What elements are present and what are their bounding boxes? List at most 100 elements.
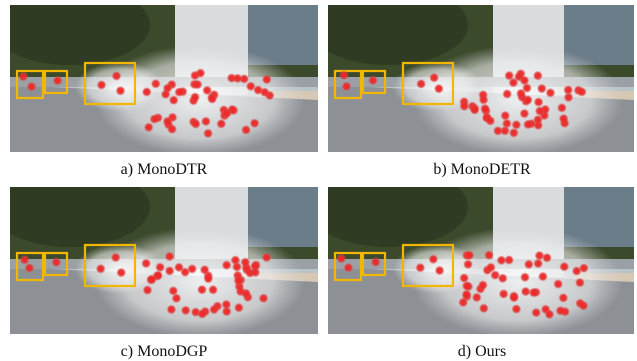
- dot: [371, 257, 381, 267]
- dot: [234, 303, 244, 313]
- dot: [165, 251, 175, 261]
- dot: [472, 292, 482, 302]
- dot: [174, 262, 184, 272]
- caption: b) MonoDETR: [328, 161, 636, 179]
- panel: b) MonoDETR: [328, 5, 636, 179]
- dot: [511, 304, 521, 314]
- dot: [111, 71, 121, 81]
- dot: [142, 87, 152, 97]
- dot: [197, 285, 207, 295]
- dot: [545, 88, 555, 98]
- dot: [429, 73, 439, 83]
- dot: [553, 279, 563, 289]
- dot: [20, 255, 30, 265]
- dot: [511, 120, 521, 130]
- dot: [208, 285, 218, 295]
- dot: [147, 274, 157, 284]
- dot: [241, 125, 251, 135]
- dot: [250, 267, 260, 277]
- dot: [216, 119, 226, 129]
- dot: [222, 108, 232, 118]
- dot: [509, 293, 519, 303]
- dot: [151, 79, 161, 89]
- dot: [143, 285, 153, 295]
- dot: [201, 116, 211, 126]
- dot: [141, 258, 151, 268]
- dot: [479, 303, 489, 313]
- scene-image: [328, 5, 634, 152]
- figure: {"panels": [ {"caption": "a) MonoDTR"}, …: [0, 0, 637, 358]
- dot: [520, 272, 530, 282]
- dot: [166, 304, 176, 314]
- caption: d) Ours: [328, 343, 636, 361]
- dot: [171, 293, 181, 303]
- dot: [559, 114, 569, 124]
- dot: [463, 259, 473, 269]
- dot: [207, 94, 217, 104]
- dot: [575, 278, 585, 288]
- dot: [368, 75, 378, 85]
- dot: [533, 259, 543, 269]
- dot: [174, 87, 184, 97]
- dot: [572, 266, 582, 276]
- dot: [434, 84, 444, 94]
- dot: [51, 257, 61, 267]
- dot: [336, 254, 346, 264]
- dot: [18, 72, 28, 82]
- scene-image: [10, 5, 318, 152]
- dot: [577, 87, 587, 97]
- dot: [519, 75, 529, 85]
- dot: [250, 118, 260, 128]
- dot: [240, 257, 250, 267]
- dot: [458, 297, 468, 307]
- dot: [559, 262, 569, 272]
- dot: [165, 266, 175, 276]
- dot: [534, 97, 544, 107]
- dot: [516, 88, 526, 98]
- dot: [96, 80, 106, 90]
- dot: [533, 71, 543, 81]
- caption: c) MonoDGP: [10, 343, 318, 361]
- dot: [233, 73, 243, 83]
- dot: [200, 265, 210, 275]
- dot: [521, 287, 531, 297]
- dot: [490, 270, 500, 280]
- dot: [415, 263, 425, 273]
- dot: [262, 74, 272, 84]
- dot: [416, 79, 426, 89]
- dot: [111, 252, 121, 262]
- dot: [181, 305, 191, 315]
- dot: [555, 306, 565, 316]
- dot: [162, 116, 172, 126]
- dot: [500, 111, 510, 121]
- dot: [96, 264, 106, 274]
- dot: [222, 260, 232, 270]
- dot: [260, 87, 270, 97]
- scene-image: [10, 187, 318, 334]
- dot: [233, 276, 243, 286]
- dot: [535, 106, 545, 116]
- dot: [191, 119, 201, 129]
- dot: [53, 76, 63, 86]
- dot: [190, 92, 200, 102]
- dot: [163, 83, 173, 93]
- panel: d) Ours: [328, 187, 636, 361]
- dot: [485, 116, 495, 126]
- dot: [144, 122, 154, 132]
- dot: [209, 305, 219, 315]
- dot: [342, 81, 352, 91]
- dot: [343, 263, 353, 273]
- dot: [428, 254, 438, 264]
- dot: [459, 101, 469, 111]
- dot: [544, 309, 554, 319]
- dot: [542, 253, 552, 263]
- dot: [262, 252, 272, 262]
- dot: [203, 274, 213, 284]
- dot: [579, 301, 589, 311]
- dot: [519, 109, 529, 119]
- dot: [193, 80, 203, 90]
- dot: [116, 268, 126, 278]
- dot: [524, 259, 534, 269]
- dot: [27, 82, 37, 92]
- dot: [538, 272, 548, 282]
